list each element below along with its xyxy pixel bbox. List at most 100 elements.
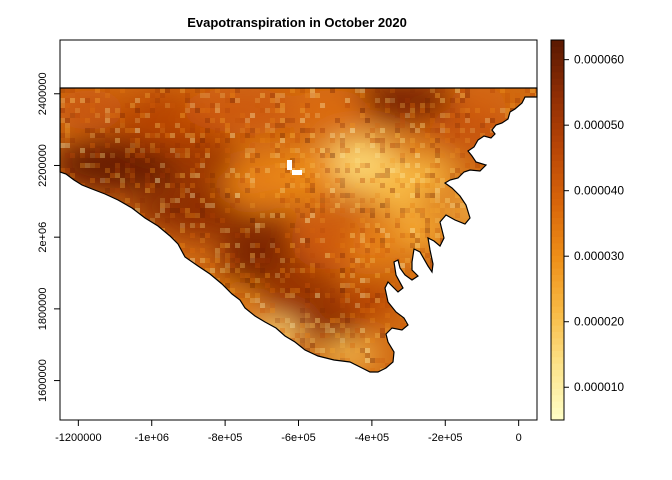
raster-blob (450, 88, 510, 112)
legend-tick-label: 0.000010 (574, 380, 624, 394)
x-tick-label: -6e+05 (281, 432, 316, 444)
legend-color-step (551, 236, 564, 244)
no-data-cell (287, 160, 292, 165)
raster-blob (60, 90, 125, 130)
legend-color-step (551, 65, 564, 73)
legend-color-step (551, 363, 564, 370)
y-tick-label: 2e+06 (37, 222, 49, 253)
raster-blob (290, 90, 370, 130)
legend-color-step (551, 154, 564, 161)
legend-color-step (551, 268, 564, 275)
raster-blob (385, 155, 455, 195)
legend-color-step (551, 192, 564, 199)
legend-color-step (551, 388, 564, 396)
legend-color-step (551, 166, 564, 174)
raster-blob (290, 210, 370, 270)
x-axis: -1200000 -1e+06 -8e+05 -6e+05 -4e+05 -2e+05 0 (55, 419, 522, 444)
legend-tick-label: 0.000050 (574, 118, 624, 132)
legend-color-step (551, 84, 564, 92)
legend-color-step (551, 179, 564, 187)
legend-color-step (551, 274, 564, 282)
legend-color-step (551, 293, 564, 301)
legend-color-step (551, 249, 564, 256)
legend-color-step (551, 255, 564, 263)
legend-color-step (551, 185, 564, 193)
x-tick-label: -4e+05 (355, 432, 390, 444)
legend-color-step (551, 116, 564, 123)
legend-color-step (551, 337, 564, 345)
legend-color-step (551, 128, 564, 136)
raster-blob (345, 280, 395, 320)
legend-color-step (551, 230, 564, 237)
legend-color-step (551, 306, 564, 313)
legend-color-step (551, 46, 564, 54)
y-tick-label: 1800000 (37, 287, 49, 330)
legend-color-step (551, 350, 564, 358)
x-tick-label: 0 (516, 432, 522, 444)
legend-color-step (551, 223, 564, 231)
legend-color-step (551, 401, 564, 408)
legend-color-step (551, 369, 564, 377)
legend-color-step (551, 160, 564, 168)
legend-color-step (551, 344, 564, 351)
x-tick-label: -8e+05 (208, 432, 243, 444)
legend-color-step (551, 280, 564, 288)
legend-color-step (551, 325, 564, 332)
raster-blob (260, 262, 340, 318)
legend-color-step (551, 356, 564, 364)
legend-color-step (551, 109, 564, 117)
x-tick-label: -2e+05 (428, 432, 463, 444)
legend-color-step (551, 413, 564, 421)
y-axis: 1600000 1800000 2e+06 2200000 2400000 (37, 72, 61, 402)
legend-color-step (551, 198, 564, 206)
y-tick-label: 2400000 (37, 72, 49, 115)
legend-color-step (551, 331, 564, 339)
legend-color-step (551, 173, 564, 180)
raster-blob (60, 137, 190, 193)
legend-color-step (551, 407, 564, 415)
legend-color-step (551, 375, 564, 383)
legend-color-step (551, 211, 564, 218)
raster-blob (350, 223, 400, 267)
legend-color-step (551, 394, 564, 402)
legend-color-step (551, 135, 564, 142)
legend-color-step (551, 40, 564, 47)
legend-tick-label: 0.000020 (574, 315, 624, 329)
no-data-cell (292, 170, 297, 175)
legend-frame (550, 39, 565, 421)
x-tick-label: -1200000 (55, 432, 102, 444)
legend-color-step (551, 382, 564, 389)
legend-color-step (551, 97, 564, 104)
legend-color-step (551, 217, 564, 225)
legend-tick-label: 0.000060 (574, 53, 624, 67)
legend-color-step (551, 312, 564, 320)
legend-color-step (551, 59, 564, 66)
legend-color-step (551, 71, 564, 79)
no-data-cell (297, 170, 302, 175)
y-tick-label: 1600000 (37, 359, 49, 402)
chart-title: Evapotranspiration in October 2020 (187, 15, 407, 30)
legend-color-step (551, 78, 564, 85)
x-tick-label: -1e+06 (134, 432, 169, 444)
legend-color-step (551, 147, 564, 155)
color-legend: 0.000010 0.000020 0.000030 0.000040 0.000050… (550, 39, 624, 421)
no-data-cell (287, 165, 292, 170)
legend-color-step (551, 103, 564, 111)
raster-blob (155, 180, 245, 240)
legend-color-step (551, 299, 564, 307)
raster-blob (170, 140, 240, 180)
y-tick-label: 2200000 (37, 144, 49, 187)
legend-color-step (551, 90, 564, 98)
legend-color-step (551, 122, 564, 130)
legend-color-step (551, 141, 564, 149)
legend-color-step (551, 261, 564, 269)
legend-color-step (551, 242, 564, 250)
legend-color-step (551, 287, 564, 294)
raster-blob (180, 88, 300, 132)
legend-color-step (551, 52, 564, 60)
legend-tick-label: 0.000030 (574, 249, 624, 263)
legend-color-step (551, 318, 564, 326)
evapotranspiration-raster (60, 88, 537, 372)
legend-color-step (551, 204, 564, 212)
